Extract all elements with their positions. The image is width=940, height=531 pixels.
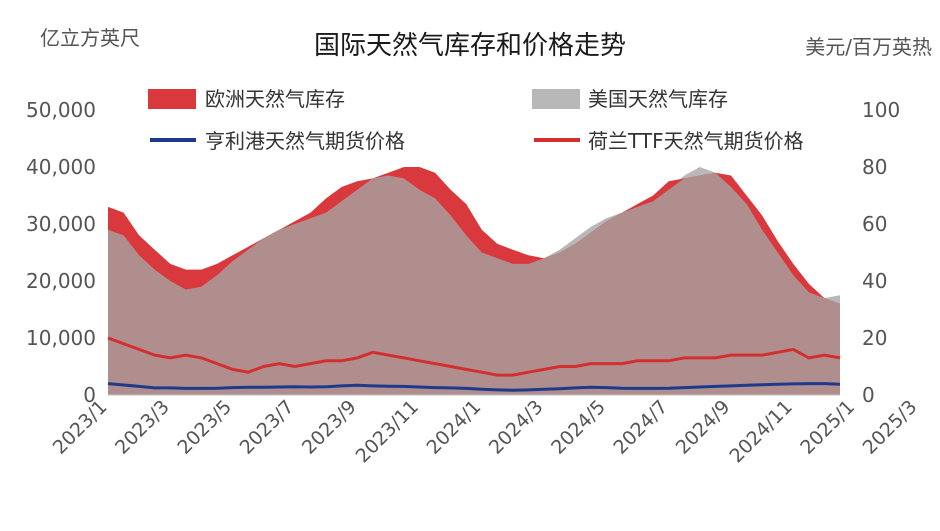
x-tick-label: 2023/3 xyxy=(111,396,174,459)
legend: 欧洲天然气库存 美国天然气库存 亨利港天然气期货价格 荷兰TTF天然气期货价格 xyxy=(148,87,804,153)
x-tick-label: 2025/1 xyxy=(796,396,859,459)
legend-swatch-us-storage xyxy=(532,89,580,109)
plot-area xyxy=(107,167,841,395)
x-tick-label: 2024/5 xyxy=(547,396,610,459)
right-tick-label: 20 xyxy=(862,326,887,350)
right-tick-label: 80 xyxy=(862,155,887,179)
left-unit-label: 亿立方英尺 xyxy=(40,26,140,50)
x-tick-label: 2023/7 xyxy=(236,396,299,459)
x-tick-label: 2023/11 xyxy=(352,396,423,467)
right-unit-label: 美元/百万英热 xyxy=(805,35,932,59)
x-tick-label: 2023/9 xyxy=(298,396,361,459)
legend-label-henry-hub: 亨利港天然气期货价格 xyxy=(205,129,405,153)
legend-label-ttf: 荷兰TTF天然气期货价格 xyxy=(588,129,804,153)
x-tick-label: 2024/3 xyxy=(485,396,548,459)
left-tick-label: 50,000 xyxy=(26,98,96,122)
x-tick-label: 2024/11 xyxy=(725,396,796,467)
right-tick-label: 100 xyxy=(862,98,900,122)
legend-swatch-eu-storage xyxy=(148,89,196,109)
chart-title: 国际天然气库存和价格走势 xyxy=(314,31,626,61)
x-tick-label: 2023/5 xyxy=(173,396,236,459)
x-tick-label: 2023/1 xyxy=(49,396,112,459)
right-tick-label: 40 xyxy=(862,269,887,293)
line-ttf-price xyxy=(107,336,841,377)
x-tick-label: 2024/1 xyxy=(423,396,486,459)
right-tick-label: 60 xyxy=(862,212,887,236)
left-tick-label: 20,000 xyxy=(26,269,96,293)
left-tick-label: 0 xyxy=(83,383,96,407)
legend-label-eu-storage: 欧洲天然气库存 xyxy=(205,87,345,111)
left-tick-label: 30,000 xyxy=(26,212,96,236)
area-storage-overlap xyxy=(108,172,840,395)
legend-label-us-storage: 美国天然气库存 xyxy=(588,87,728,111)
right-tick-label: 0 xyxy=(862,383,875,407)
left-tick-label: 10,000 xyxy=(26,326,96,350)
line-henry-hub-price xyxy=(107,382,841,392)
left-tick-label: 40,000 xyxy=(26,155,96,179)
x-tick-label: 2024/9 xyxy=(672,396,735,459)
x-tick-label: 2024/7 xyxy=(609,396,672,459)
